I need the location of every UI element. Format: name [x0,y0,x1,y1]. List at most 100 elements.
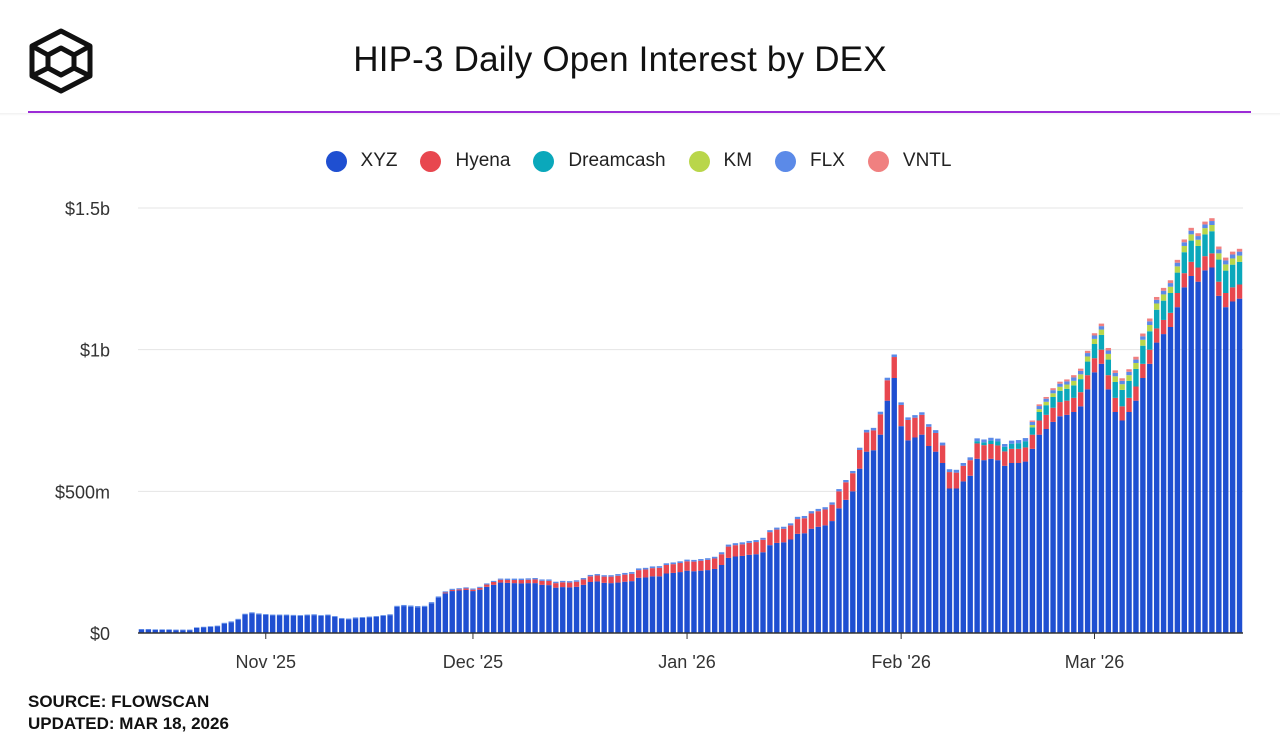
bar-segment-flx [276,614,283,616]
legend-item-hyena[interactable]: Hyena [420,150,510,172]
bar-segment-flx [553,581,559,584]
bar-segment-flx [525,578,531,580]
bar-segment-hyena [601,576,607,583]
bar-segment-hyena [725,546,732,558]
bar-segment-dreamcash [1050,396,1056,408]
y-tick-label: $1.5b [65,199,110,219]
bar-segment-hyena [718,554,725,565]
bar-segment-hyena [1029,434,1036,449]
bar-segment-xyz [1126,412,1132,633]
bar-segment-xyz [787,539,794,633]
bar-segment-xyz [428,603,435,633]
bar-segment-xyz [967,475,973,633]
bar-segment-hyena [739,544,745,556]
bar-segment-xyz [256,614,262,633]
x-tick-label: Mar '26 [1065,652,1124,672]
bar-segment-xyz [276,615,283,633]
bar-segment-dreamcash [1119,389,1125,407]
bar-segment-vntl [1078,368,1084,371]
bar-segment-xyz [456,590,462,633]
bar-segment-flx [1091,335,1098,339]
bar-segment-flx [166,629,172,630]
bar-segment-xyz [339,618,345,633]
bar-segment-flx [670,562,676,565]
bar-segment-flx [484,583,490,585]
bar-segment-xyz [988,458,994,633]
bar-segment-hyena [1188,261,1194,276]
bar-segment-flx [1057,383,1063,387]
bar-segment-hyena [484,584,490,587]
bar-segment-xyz [415,607,421,633]
bar-segment-hyena [781,528,787,543]
bar-segment-hyena [449,589,455,592]
bar-segment-hyena [1174,293,1181,308]
bar-segment-hyena [698,560,704,571]
bar-segment-flx [463,587,469,589]
bar-segment-km [1078,374,1084,380]
bar-segment-hyena [580,579,587,585]
bar-segment-xyz [767,545,773,633]
bar-segment-dreamcash [1133,368,1139,387]
bar-segment-xyz [180,630,186,633]
bar-segment-xyz [532,583,538,633]
bar-segment-flx [200,626,207,628]
bar-segment-hyena [1091,358,1098,373]
bar-segment-hyena [926,426,932,446]
bar-segment-xyz [801,533,808,633]
bar-segment-flx [863,429,870,433]
bar-segment-xyz [884,400,891,633]
bar-segment-xyz [490,584,497,633]
bar-segment-xyz [863,451,870,633]
bar-segment-flx [180,629,186,631]
bar-segment-km [1091,338,1098,344]
bar-segment-flx [304,614,310,616]
bar-segment-flx [1202,224,1208,229]
bar-segment-vntl [1167,280,1174,284]
bar-segment-flx [560,580,566,583]
bar-segment-dreamcash [1236,261,1243,285]
bar-segment-xyz [1071,412,1077,633]
chart-legend: XYZ Hyena Dreamcash KM FLX VNTL [0,150,1280,172]
legend-item-dreamcash[interactable]: Dreamcash [533,150,666,172]
bar-segment-hyena [656,567,663,577]
y-tick-label: $1b [80,341,110,361]
bar-segment-flx [656,566,663,568]
bar-segment-hyena [919,414,925,435]
bar-segment-xyz [525,583,531,633]
bar-segment-hyena [1064,400,1070,415]
bar-segment-flx [608,575,614,577]
bar-segment-hyena [829,504,835,522]
bar-segment-xyz [870,450,877,633]
bar-segment-vntl [1133,356,1139,360]
bar-segment-flx [1167,283,1174,287]
bar-segment-flx [221,622,228,624]
bar-segment-vntl [1223,257,1229,261]
bar-segment-hyena [691,561,697,572]
bar-segment-xyz [1209,267,1215,633]
bar-segment-km [1181,245,1187,253]
bar-segment-flx [960,463,966,466]
bar-segment-flx [387,614,393,616]
bar-segment-xyz [974,458,980,633]
bar-segment-flx [691,559,697,562]
bar-segment-dreamcash [1029,427,1036,435]
bar-segment-hyena [981,445,987,461]
legend-item-km[interactable]: KM [688,150,752,172]
bar-segment-xyz [352,618,359,633]
bar-segment-dreamcash [1202,234,1208,257]
bar-segment-vntl [1195,233,1201,237]
bar-segment-hyena [960,465,966,482]
bar-segment-hyena [1133,386,1139,401]
bar-segment-vntl [1112,370,1118,373]
legend-item-flx[interactable]: FLX [775,150,845,172]
legend-item-xyz[interactable]: XYZ [325,150,397,172]
bar-segment-flx [739,542,745,545]
bar-segment-xyz [1133,400,1139,633]
bar-segment-vntl [1071,375,1077,378]
bar-segment-hyena [808,513,815,529]
bar-segment-km [1153,303,1160,310]
legend-item-vntl[interactable]: VNTL [867,150,951,172]
bar-segment-hyena [1202,256,1208,271]
bar-segment-xyz [946,488,953,633]
bar-segment-xyz [601,582,607,633]
